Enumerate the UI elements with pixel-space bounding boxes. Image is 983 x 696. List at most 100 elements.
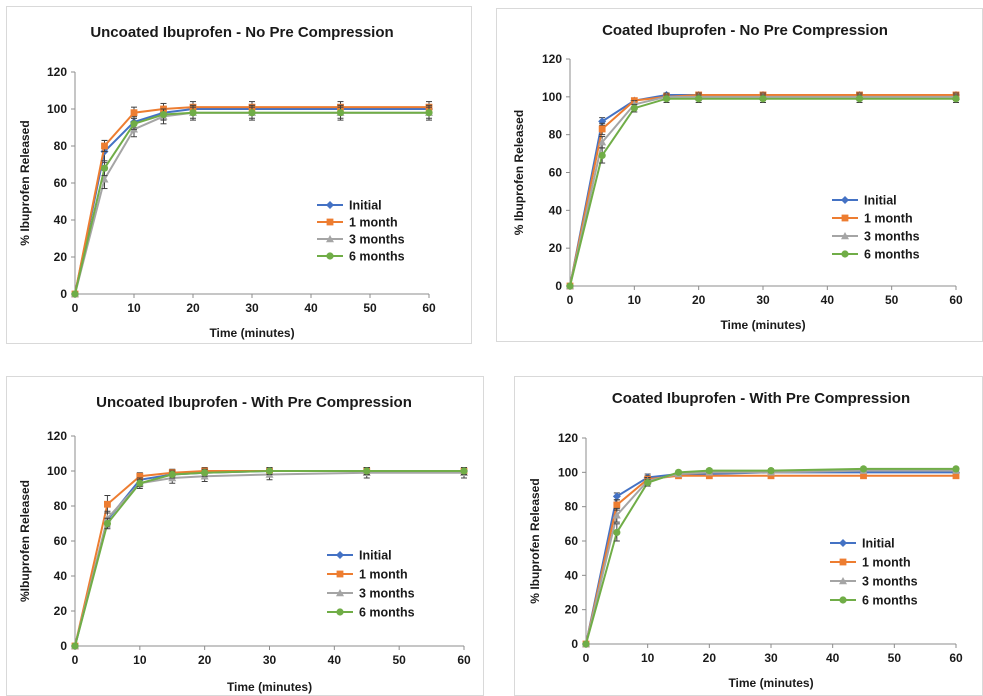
series-6-months	[71, 467, 468, 650]
x-tick-label: 40	[304, 301, 318, 315]
y-tick-label: 100	[47, 464, 67, 478]
x-tick-label: 60	[949, 651, 963, 665]
data-point	[674, 468, 683, 476]
x-tick-label: 50	[888, 651, 902, 665]
legend-marker	[839, 558, 847, 566]
y-tick-label: 60	[54, 176, 68, 190]
x-tick-label: 20	[703, 651, 717, 665]
legend-marker	[839, 596, 847, 604]
data-point	[705, 467, 713, 475]
y-tick-label: 0	[571, 637, 578, 651]
x-tick-label: 30	[756, 293, 770, 307]
data-point	[767, 467, 775, 475]
x-tick-label: 10	[127, 301, 141, 315]
data-point	[460, 467, 468, 475]
y-tick-label: 80	[565, 500, 579, 514]
data-point	[566, 282, 574, 290]
y-tick-label: 120	[558, 431, 578, 445]
chart-panel-coated-with-precompression: Coated Ibuprofen - With Pre Compression 0…	[514, 376, 983, 696]
y-tick-label: 40	[54, 213, 68, 227]
legend-marker	[336, 608, 344, 616]
y-tick-label: 100	[558, 465, 578, 479]
y-tick-label: 120	[47, 65, 67, 79]
data-point	[612, 511, 621, 519]
legend-marker	[336, 589, 344, 597]
y-tick-label: 120	[542, 52, 562, 66]
x-tick-label: 10	[628, 293, 642, 307]
legend-label: 3 months	[864, 230, 920, 244]
y-axis-label: %Ibuprofen Released	[18, 480, 32, 602]
x-tick-label: 0	[72, 653, 79, 667]
series-line	[74, 111, 429, 295]
data-point	[860, 472, 867, 480]
legend-label: 1 month	[349, 216, 398, 230]
data-point	[71, 642, 79, 650]
y-tick-label: 80	[54, 499, 68, 513]
series-line	[74, 108, 429, 295]
chart-panel-coated-no-precompression: Coated Ibuprofen - No Pre Compression 0 20…	[496, 8, 983, 342]
data-point	[136, 472, 144, 480]
y-axis-label: % Ibuprofen Released	[512, 110, 526, 235]
x-tick-label: 50	[363, 301, 377, 315]
chart-panel-uncoated-no-precompression: Uncoated Ibuprofen - No Pre Compression 0…	[6, 6, 472, 344]
x-tick-label: 30	[245, 301, 259, 315]
x-tick-label: 40	[821, 293, 835, 307]
series-line	[74, 470, 464, 647]
y-tick-label: 0	[60, 639, 67, 653]
data-point	[952, 465, 960, 473]
legend-label: Initial	[349, 199, 382, 213]
data-point	[103, 519, 112, 528]
chart-svg: Coated Ibuprofen - No Pre Compression 0 20…	[512, 22, 963, 332]
data-point	[598, 151, 606, 160]
legend-label: 6 months	[359, 606, 415, 620]
y-tick-label: 40	[549, 203, 563, 217]
y-tick-label: 80	[549, 128, 563, 142]
series-line	[74, 470, 464, 647]
data-point	[759, 95, 767, 103]
y-tick-label: 100	[542, 90, 562, 104]
data-point	[695, 95, 703, 103]
y-tick-label: 0	[555, 279, 562, 293]
legend-label: Initial	[359, 549, 392, 563]
data-point	[644, 479, 652, 487]
legend-label: 1 month	[862, 556, 911, 570]
data-point	[248, 109, 256, 117]
legend-marker	[839, 577, 847, 585]
series-line	[74, 471, 464, 647]
x-axis-label: Time (minutes)	[209, 326, 294, 340]
data-point	[859, 465, 868, 473]
x-tick-label: 20	[692, 293, 706, 307]
x-axis-label: Time (minutes)	[728, 676, 813, 690]
x-tick-label: 60	[949, 293, 963, 307]
y-axis-label: % Ibuprofen Released	[528, 478, 542, 603]
x-tick-label: 30	[764, 651, 778, 665]
chart-title: Uncoated Ibuprofen - With Pre Compressio…	[96, 394, 412, 411]
legend-marker	[326, 235, 334, 243]
y-tick-label: 40	[54, 569, 68, 583]
x-tick-label: 50	[392, 653, 406, 667]
data-point	[101, 142, 108, 150]
series-line	[74, 470, 464, 647]
y-tick-label: 60	[565, 534, 579, 548]
chart-panel-uncoated-with-precompression: Uncoated Ibuprofen - With Pre Compressio…	[6, 376, 484, 696]
series-line	[569, 97, 956, 287]
data-point	[136, 479, 144, 487]
chart-title: Coated Ibuprofen - No Pre Compression	[602, 22, 888, 39]
legend-marker	[841, 214, 849, 222]
series-line	[569, 95, 956, 287]
x-tick-label: 60	[457, 653, 471, 667]
y-tick-label: 20	[565, 603, 579, 617]
x-axis-label: Time (minutes)	[720, 318, 805, 332]
legend-label: Initial	[862, 537, 895, 551]
data-point	[855, 95, 864, 103]
x-tick-label: 40	[826, 651, 840, 665]
series-line	[585, 469, 956, 645]
x-tick-label: 0	[567, 293, 574, 307]
data-point	[952, 95, 960, 103]
data-point	[598, 125, 606, 133]
legend-marker	[841, 196, 849, 204]
data-point	[630, 104, 638, 112]
chart-svg: Uncoated Ibuprofen - No Pre Compression 0…	[18, 24, 436, 340]
y-tick-label: 120	[47, 429, 67, 443]
x-tick-label: 60	[422, 301, 436, 315]
